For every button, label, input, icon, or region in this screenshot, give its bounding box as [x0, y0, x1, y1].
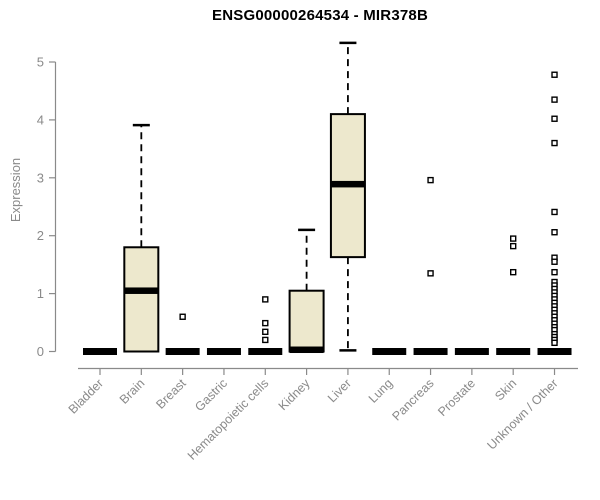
- x-label-kidney: Kidney: [276, 376, 313, 413]
- median-lung: [372, 348, 407, 355]
- median-pancreas: [413, 348, 448, 355]
- outlier-hematopoietic-cells-3: [262, 336, 269, 344]
- x-label-unknown-other: Unknown / Other: [484, 376, 560, 452]
- y-tick-label-5: 5: [37, 55, 44, 70]
- x-label-liver: Liver: [325, 376, 354, 405]
- outlier-skin-1: [510, 242, 517, 250]
- median-brain: [124, 287, 159, 294]
- outlier-hematopoietic-cells-2: [262, 328, 269, 336]
- outlier-unknown-other-4: [551, 208, 558, 216]
- outlier-hematopoietic-cells-1: [262, 319, 269, 327]
- x-label-skin: Skin: [492, 376, 519, 403]
- outlier-unknown-other-8: [551, 268, 558, 276]
- chart-title: ENSG00000264534 - MIR378B: [212, 7, 428, 24]
- outlier-hematopoietic-cells-0: [262, 296, 269, 303]
- y-tick-label-1: 1: [37, 286, 44, 301]
- median-skin: [496, 348, 531, 355]
- outlier-pancreas-1: [427, 270, 434, 277]
- x-label-pancreas: Pancreas: [389, 376, 436, 423]
- outlier-unknown-other-0: [551, 71, 558, 78]
- x-label-prostate: Prostate: [435, 376, 478, 419]
- y-tick-label-0: 0: [37, 344, 44, 359]
- median-breast: [165, 348, 200, 355]
- outlier-pancreas-0: [427, 176, 434, 184]
- median-gastric: [206, 348, 241, 355]
- outlier-unknown-other-1: [551, 96, 558, 103]
- box-brain: [123, 246, 160, 353]
- median-unknown-other: [537, 348, 572, 355]
- median-bladder: [83, 348, 117, 355]
- box-kidney: [288, 289, 325, 353]
- x-label-hematopoietic-cells: Hematopoietic cells: [185, 376, 272, 463]
- outlier-skin-0: [510, 235, 517, 242]
- median-hematopoietic-cells: [248, 348, 283, 355]
- outlier-unknown-other-27: [551, 339, 558, 347]
- outlier-unknown-other-5: [551, 229, 558, 236]
- outlier-breast-0: [179, 313, 186, 320]
- x-label-breast: Breast: [153, 376, 189, 412]
- median-kidney: [289, 346, 324, 354]
- x-label-bladder: Bladder: [66, 376, 106, 416]
- y-tick-label-4: 4: [37, 112, 44, 127]
- y-tick-label-3: 3: [37, 170, 44, 185]
- x-label-lung: Lung: [366, 376, 396, 406]
- y-tick-label-2: 2: [37, 228, 44, 243]
- outlier-unknown-other-3: [551, 139, 558, 147]
- x-label-gastric: Gastric: [192, 376, 230, 414]
- outlier-unknown-other-2: [551, 115, 558, 122]
- outlier-unknown-other-7: [551, 258, 558, 265]
- x-label-brain: Brain: [117, 376, 148, 407]
- median-liver: [330, 180, 365, 188]
- median-prostate: [454, 348, 489, 355]
- outlier-skin-2: [510, 268, 517, 276]
